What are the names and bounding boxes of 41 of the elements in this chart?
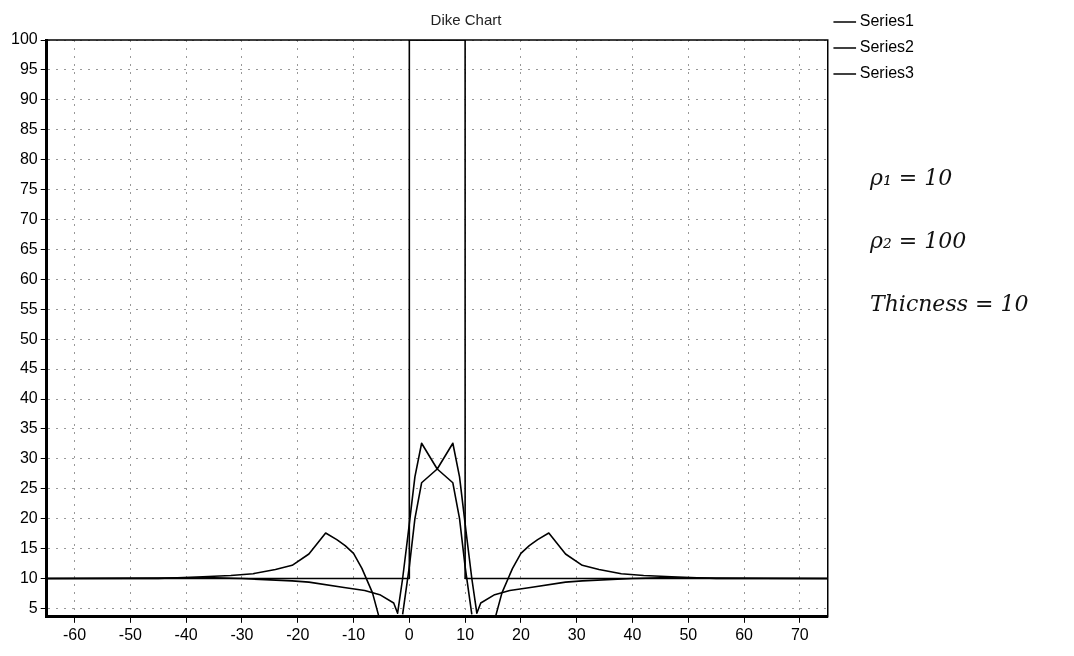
x-tick-label: -10: [341, 625, 366, 643]
y-tick-label: 20: [19, 509, 38, 527]
x-tick-label: 40: [623, 625, 642, 643]
x-tick-label: 50: [679, 625, 698, 643]
x-tick-label: 10: [456, 625, 475, 643]
y-tick-label: 30: [19, 449, 38, 467]
x-tick-label: -30: [230, 625, 254, 643]
legend-label: Series2: [859, 38, 915, 56]
x-tick-label: 30: [567, 625, 586, 643]
y-tick-label: 60: [19, 269, 38, 287]
chart-title: Dike Chart: [430, 11, 503, 29]
y-tick-label: 5: [28, 598, 38, 616]
text: ρ₂ = 100: [870, 228, 968, 253]
y-tick-label: 10: [19, 568, 38, 586]
y-tick-label: 50: [19, 329, 38, 347]
legend-label: Series3: [859, 64, 915, 82]
x-tick-label: -40: [174, 625, 198, 643]
y-tick-label: 70: [19, 209, 38, 227]
legend-label: Series1: [859, 12, 915, 30]
y-tick-label: 80: [19, 150, 38, 168]
y-tick-label: 40: [19, 389, 38, 407]
x-tick-label: -20: [286, 625, 310, 643]
y-tick-label: 85: [19, 120, 38, 138]
y-tick-label: 95: [19, 60, 38, 78]
y-tick-label: 35: [19, 419, 38, 437]
y-tick-label: 15: [19, 539, 38, 556]
text: ρ₁ = 10: [870, 165, 954, 190]
x-tick-label: 60: [735, 625, 754, 643]
y-tick-label: 75: [19, 179, 38, 197]
y-tick-label: 90: [19, 90, 38, 108]
x-tick-label: 0: [404, 625, 414, 643]
y-tick-label: 55: [19, 299, 38, 317]
x-tick-label: -50: [118, 625, 143, 643]
y-tick-label: 25: [19, 479, 38, 497]
x-tick-label: -60: [63, 625, 87, 643]
y-tick-label: 65: [19, 239, 38, 257]
x-tick-label: 20: [512, 625, 530, 643]
y-tick-label: 100: [10, 30, 38, 48]
text: Thicness = 10: [870, 291, 1029, 316]
y-tick-label: 45: [19, 359, 38, 377]
x-tick-label: 70: [790, 625, 809, 643]
